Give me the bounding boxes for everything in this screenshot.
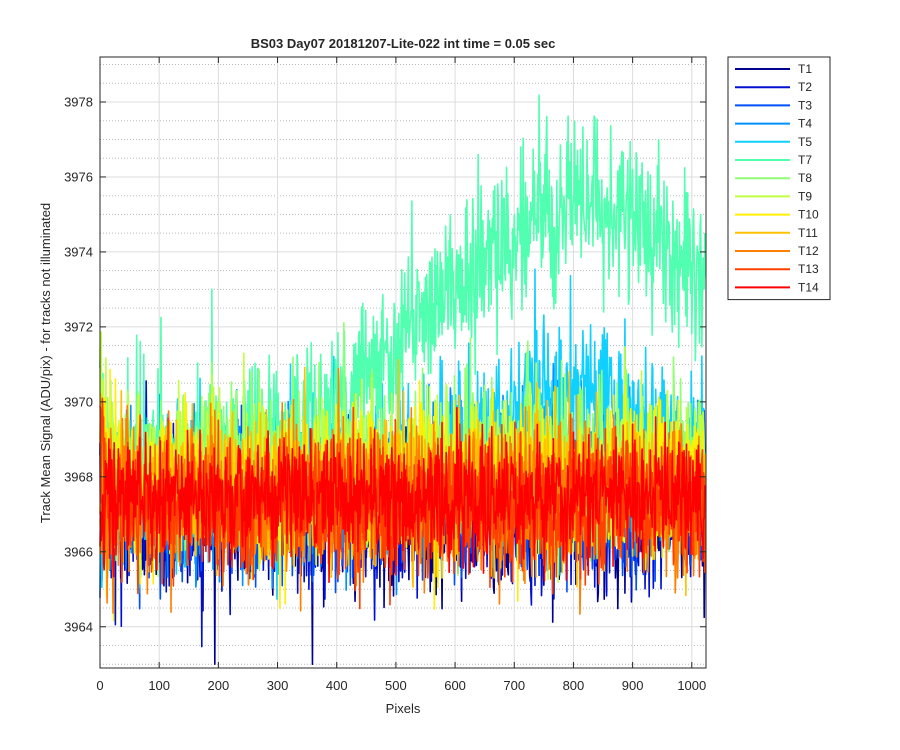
x-tick-label: 600 <box>444 678 466 693</box>
legend-label-t1: T1 <box>798 62 812 76</box>
legend-label-t10: T10 <box>798 208 819 222</box>
y-axis: 3964 3966 3968 3970 3972 3974 3976 3978 <box>64 94 706 634</box>
series-line-t14 <box>99 406 707 584</box>
x-axis-label: Pixels <box>386 701 421 716</box>
y-tick-label: 3972 <box>64 319 93 334</box>
x-tick-label: 1000 <box>677 678 706 693</box>
y-tick-label: 3974 <box>64 244 93 259</box>
x-tick-label: 300 <box>267 678 289 693</box>
legend-label-t2: T2 <box>798 80 812 94</box>
legend: T1 T2 T3 T4 T5 T7 T8 T9 T10 T11 T12 T13 T14 <box>727 56 831 301</box>
y-tick-label: 3978 <box>64 94 93 109</box>
legend-label-t8: T8 <box>798 171 812 185</box>
x-axis: 0 100 200 300 400 500 600 700 800 900 1000 <box>96 57 706 693</box>
y-tick-label: 3964 <box>64 619 93 634</box>
series-lines <box>99 94 707 666</box>
x-tick-label: 700 <box>503 678 525 693</box>
legend-label-t13: T13 <box>798 262 819 276</box>
legend-label-t14: T14 <box>798 280 819 294</box>
x-tick-label: 500 <box>385 678 407 693</box>
legend-label-t7: T7 <box>798 153 812 167</box>
legend-label-t4: T4 <box>798 117 812 131</box>
y-tick-label: 3976 <box>64 169 93 184</box>
y-axis-label: Track Mean Signal (ADU/pix) - for tracks… <box>38 203 53 523</box>
legend-label-t11: T11 <box>798 226 818 240</box>
plot-area: 0 100 200 300 400 500 600 700 800 900 1000 3964396… <box>64 56 707 693</box>
legend-label-t12: T12 <box>798 244 819 258</box>
x-tick-label: 800 <box>563 678 585 693</box>
x-tick-label: 200 <box>208 678 230 693</box>
legend-label-t5: T5 <box>798 135 812 149</box>
x-tick-label: 400 <box>326 678 348 693</box>
legend-label-t9: T9 <box>798 189 812 203</box>
chart-title: BS03 Day07 20181207-Lite-022 int time = … <box>251 36 556 51</box>
x-tick-label: 900 <box>622 678 644 693</box>
plot-frame <box>99 56 707 669</box>
legend-label-t3: T3 <box>798 98 812 112</box>
x-tick-label: 0 <box>96 678 103 693</box>
y-tick-label: 3968 <box>64 469 93 484</box>
y-tick-label: 3970 <box>64 394 93 409</box>
y-tick-label: 3966 <box>64 544 93 559</box>
x-tick-label: 100 <box>148 678 170 693</box>
